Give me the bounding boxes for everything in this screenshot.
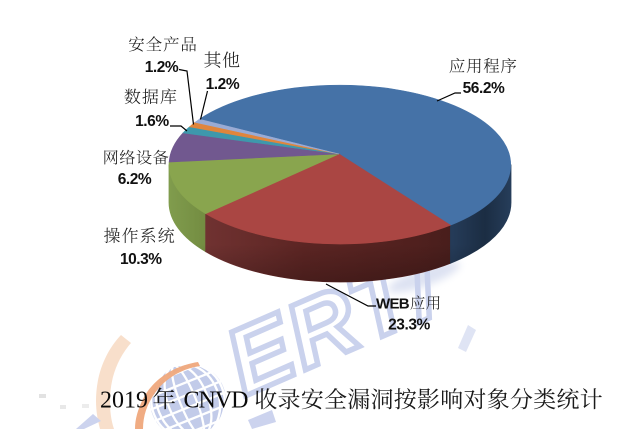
svg-text:CNVD: CNVD [184, 388, 249, 414]
svg-text:56.2%: 56.2% [463, 80, 505, 97]
svg-text:6.2%: 6.2% [118, 171, 152, 188]
svg-text:1.2%: 1.2% [145, 59, 179, 76]
svg-text:23.3%: 23.3% [388, 316, 430, 333]
svg-text:1.6%: 1.6% [135, 113, 169, 130]
svg-text:WEB: WEB [376, 296, 410, 313]
svg-text:10.3%: 10.3% [120, 251, 162, 268]
svg-text:1.2%: 1.2% [206, 76, 240, 93]
svg-text:2019: 2019 [100, 388, 148, 414]
